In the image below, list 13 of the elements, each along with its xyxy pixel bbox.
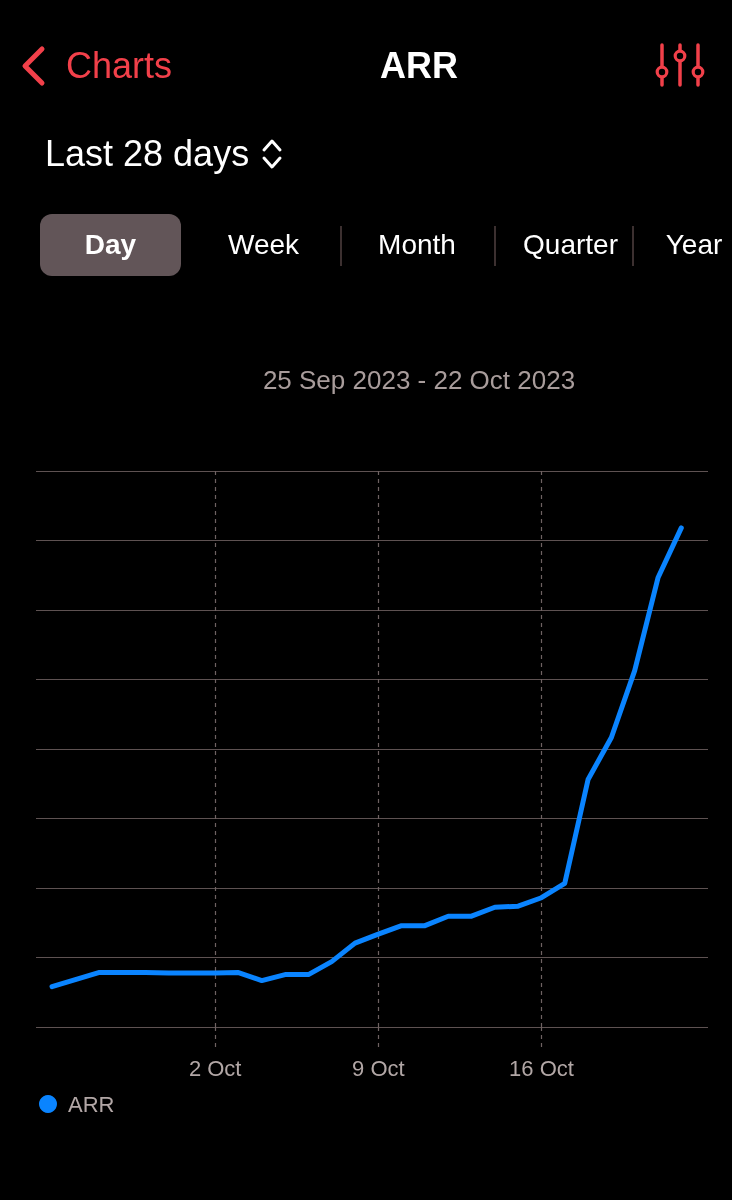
chart-subtitle: 25 Sep 2023 - 22 Oct 2023 <box>261 364 577 396</box>
chart-title: ARR <box>379 44 459 88</box>
selected-segment: Day <box>40 214 181 276</box>
text: Month <box>378 228 456 262</box>
text: Last 28 days <box>45 132 250 176</box>
x-tick-label: 16 Oct <box>509 1055 574 1081</box>
legend-label: ARR <box>68 1091 115 1117</box>
text: Quarter <box>523 228 618 262</box>
text: Week <box>227 228 300 262</box>
x-tick-label: 9 Oct <box>352 1055 405 1081</box>
text: Year <box>665 228 723 262</box>
text: Charts <box>66 44 173 88</box>
x-tick-label: 2 Oct <box>188 1055 242 1081</box>
